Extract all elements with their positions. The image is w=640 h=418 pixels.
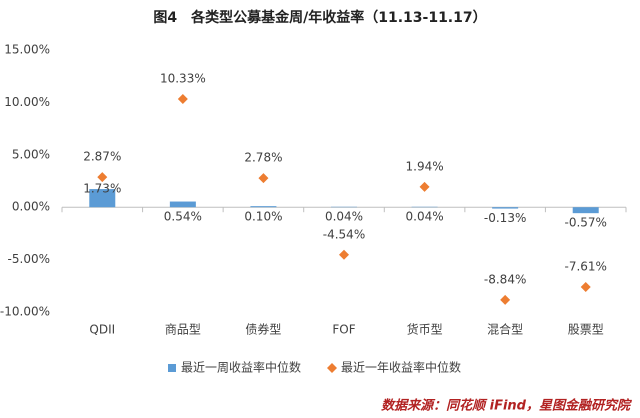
marker-value-label: 10.33% [160, 71, 206, 85]
bar-value-label: 0.04% [406, 210, 444, 224]
y-tick-label: 15.00% [4, 43, 50, 57]
marker-value-label: 1.94% [406, 159, 444, 173]
bar-value-label: 0.04% [325, 210, 363, 224]
marker-value-label: 2.78% [244, 151, 282, 165]
y-tick-label: 0.00% [12, 200, 50, 214]
marker [97, 172, 108, 183]
legend-swatch [327, 363, 337, 373]
marker [500, 294, 511, 305]
x-tick-label: 货币型 [407, 322, 443, 337]
bar-value-label: -0.13% [484, 211, 526, 225]
x-tick-label: 债券型 [245, 322, 281, 337]
marker-value-label: -4.54% [323, 227, 365, 241]
source-note: 数据来源：同花顺 iFind，星图金融研究院 [381, 398, 633, 414]
marker-value-label: -8.84% [484, 272, 526, 286]
marker-value-label: 2.87% [83, 150, 121, 164]
marker-value-label: -7.61% [564, 259, 606, 273]
y-tick-label: 10.00% [4, 95, 50, 109]
x-tick-label: QDII [89, 323, 115, 337]
bar [89, 189, 116, 208]
legend-label: 最近一年收益率中位数 [341, 360, 461, 375]
bar [250, 206, 277, 208]
x-tick-label: 股票型 [568, 323, 604, 337]
bar-value-label: 1.73% [83, 182, 121, 196]
x-tick-label: FOF [332, 323, 355, 337]
chart-title: 图4 各类型公募基金周/年收益率（11.13-11.17） [153, 9, 486, 26]
y-tick-label: -5.00% [8, 252, 50, 266]
marker [419, 181, 430, 192]
x-tick-label: 商品型 [165, 322, 201, 337]
bar-value-label: 0.54% [164, 210, 202, 224]
bar [169, 201, 196, 208]
marker [258, 173, 269, 184]
marker [177, 93, 188, 104]
marker [339, 249, 349, 260]
y-tick-label: 5.00% [12, 147, 50, 161]
marker [580, 281, 591, 292]
bar [492, 207, 519, 209]
y-tick-label: -10.00% [0, 305, 50, 319]
bar-value-label: 0.10% [244, 210, 282, 224]
legend-label: 最近一周收益率中位数 [181, 360, 301, 375]
x-tick-label: 混合型 [487, 322, 523, 337]
bar [572, 207, 599, 214]
bar-value-label: -0.57% [564, 216, 606, 230]
legend-swatch [168, 364, 176, 372]
